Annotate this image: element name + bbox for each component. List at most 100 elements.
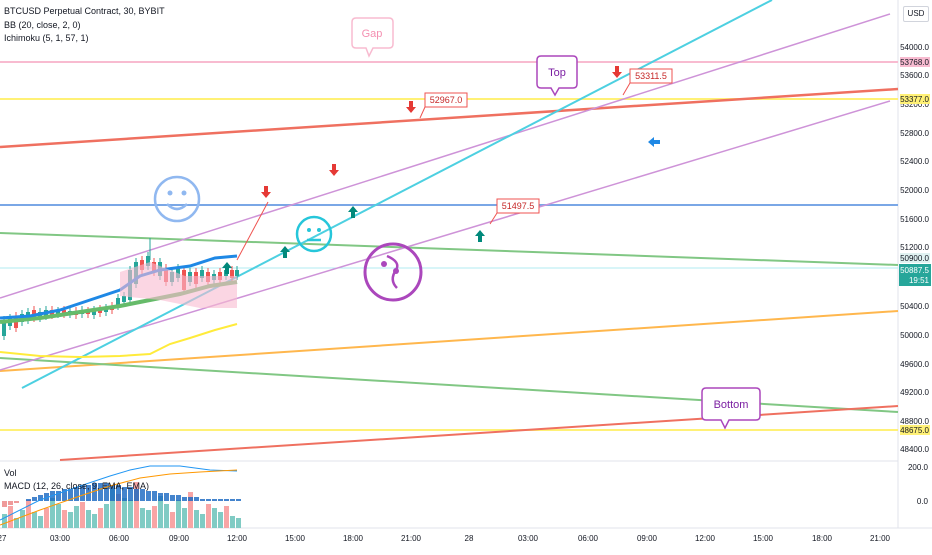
macd-bar (116, 485, 121, 501)
price-tick-label: 52400.0 (900, 157, 929, 166)
currency-button[interactable]: USD (903, 6, 929, 22)
macd-bar (26, 499, 31, 501)
macd-bar (56, 491, 61, 501)
price-tick-label: 51200.0 (900, 243, 929, 252)
candle-body (62, 310, 66, 314)
time-tick-label: 21:00 (401, 534, 422, 543)
price-axis[interactable]: 54000.0 53600.0 53200.0 52800.0 52400.0 52000… (899, 43, 931, 506)
price-label-53311[interactable]: 53311.5 (622, 68, 673, 96)
top-label: Top (548, 67, 566, 79)
time-tick-label: 15:00 (285, 534, 306, 543)
macd-bar (182, 497, 187, 501)
arrow-up-icon[interactable] (475, 230, 485, 242)
macd-bar (14, 501, 19, 503)
candle-body (176, 268, 180, 278)
red-trendline-top[interactable] (0, 87, 899, 149)
candle-body (56, 311, 60, 314)
volume-bar (44, 508, 49, 528)
volume-bar (2, 514, 7, 528)
price-level-tag: 48675.0 (900, 425, 930, 435)
macd-signal-line (0, 469, 238, 526)
macd-bar (44, 493, 49, 501)
symbol-title[interactable]: BTCUSD Perpetual Contract, 30, BYBIT (4, 6, 165, 16)
candle-body (92, 310, 96, 315)
price-level-text: 50900.0 (900, 254, 929, 263)
lavender-channel-lower[interactable] (0, 100, 891, 371)
arrow-down-icon[interactable] (261, 186, 271, 198)
price-tick-label: 52800.0 (900, 129, 929, 138)
price-tick-label: 49200.0 (900, 388, 929, 397)
main-pane[interactable] (0, 0, 898, 460)
bb-indicator-label[interactable]: BB (20, close, 2, 0) (4, 20, 81, 30)
top-callout[interactable]: Top (536, 55, 578, 97)
macd-bar (8, 501, 13, 505)
volume-bar (128, 500, 133, 528)
ichimoku-indicator-label[interactable]: Ichimoku (5, 1, 57, 1) (4, 33, 89, 43)
candle-body (122, 296, 126, 302)
price-tick-label: 51600.0 (900, 215, 929, 224)
macd-bar (236, 499, 241, 501)
volume-bar (230, 516, 235, 528)
bottom-callout[interactable]: Bottom (701, 387, 761, 430)
time-tick-label: 09:00 (637, 534, 658, 543)
volume-bar (50, 498, 55, 528)
volume-bar (80, 502, 85, 528)
price-label-52967[interactable]: 52967.0 (419, 92, 468, 119)
macd-bar (2, 501, 7, 507)
volume-bar (14, 518, 19, 528)
price-label-51497[interactable]: 51497.5 (489, 198, 540, 225)
price-tick-label: 53200.0 (900, 100, 929, 109)
macd-bar (152, 491, 157, 501)
price-label-text: 52967.0 (430, 95, 463, 105)
ichimoku-cloud (120, 262, 237, 308)
arrow-down-icon[interactable] (612, 66, 622, 78)
countdown-text: 19:51 (909, 276, 930, 285)
macd-bar (38, 495, 43, 501)
volume-bar (62, 510, 67, 528)
confused-face-icon[interactable] (363, 242, 423, 302)
gap-callout[interactable]: Gap (351, 17, 394, 58)
arrow-up-icon[interactable] (280, 246, 290, 258)
price-tick-label: 48800.0 (900, 417, 929, 426)
time-tick-label: 12:00 (227, 534, 248, 543)
time-tick-label: 03:00 (50, 534, 71, 543)
price-label-text: 51497.5 (502, 201, 535, 211)
macd-indicator-label[interactable]: MACD (12, 26, close, 9, EMA, EMA) (4, 481, 150, 491)
volume-bar (170, 512, 175, 528)
time-axis[interactable]: 27 03:00 06:00 09:00 12:00 15:00 18:00 21:00 28 0… (0, 534, 891, 543)
arrow-down-icon[interactable] (406, 101, 416, 113)
smile-face-icon[interactable] (153, 175, 201, 223)
volume-bar (68, 512, 73, 528)
arrow-up-icon[interactable] (348, 206, 358, 218)
macd-bar (140, 489, 145, 501)
volume-indicator-label[interactable]: Vol (4, 468, 17, 478)
volume-bar (92, 514, 97, 528)
price-level-tag: 53377.0 (900, 94, 930, 104)
arrow-down-icon[interactable] (329, 164, 339, 176)
price-tick-label: 48400.0 (900, 445, 929, 454)
macd-bar (158, 493, 163, 501)
time-tick-label: 27 (0, 534, 7, 543)
macd-bar (194, 497, 199, 501)
volume-bar (104, 504, 109, 528)
neutral-face-icon[interactable] (295, 215, 333, 253)
arrow-up-icon[interactable] (222, 262, 232, 274)
volume-bar (134, 482, 139, 528)
macd-bar (224, 499, 229, 501)
current-price-tag: 50887.519:51 (899, 264, 931, 286)
lavender-channel-upper[interactable] (0, 13, 891, 299)
orange-trendline[interactable] (0, 310, 899, 372)
macd-bar (212, 499, 217, 501)
cyan-trendline[interactable] (21, 0, 773, 389)
time-tick-label: 28 (465, 534, 474, 543)
macd-bar (188, 497, 193, 501)
blue-arrow-icon[interactable] (648, 137, 660, 147)
price-tick-label: 53600.0 (900, 71, 929, 80)
macd-tick-label: 200.0 (908, 463, 929, 472)
price-label-text: 53311.5 (635, 71, 667, 81)
volume-bar (164, 504, 169, 528)
volume-bar (218, 512, 223, 528)
time-tick-label: 03:00 (518, 534, 539, 543)
